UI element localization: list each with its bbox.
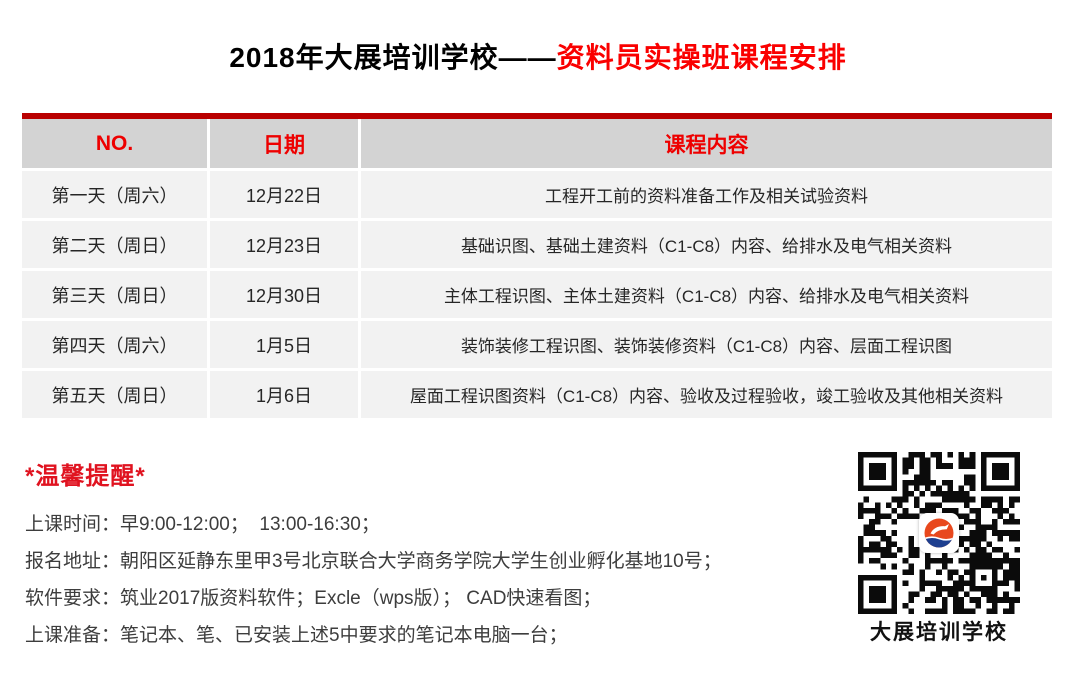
- qr-code: [858, 452, 1020, 614]
- reminder-heading: *温馨提醒*: [25, 463, 146, 490]
- schedule-table: NO. 日期 课程内容 第一天（周六） 12月22日 工程开工前的资料准备工作及…: [22, 113, 1052, 418]
- date-cell: 1月5日: [210, 321, 358, 368]
- date-cell: 12月23日: [210, 221, 358, 268]
- reminder-notes: 上课时间：早9:00-12:00； 13:00-16:30； 报名地址：朝阳区延…: [25, 506, 845, 654]
- table-row: 第三天（周日） 12月30日 主体工程识图、主体土建资料（C1-C8）内容、给排…: [22, 271, 1052, 318]
- day-cell: 第四天（周六）: [22, 321, 207, 368]
- school-logo-icon: [919, 513, 959, 553]
- day-cell: 第一天（周六）: [22, 171, 207, 218]
- table-header-row: NO. 日期 课程内容: [22, 119, 1052, 168]
- page-title: 2018年大展培训学校——资料员实操班课程安排: [0, 36, 1076, 76]
- table-row: 第二天（周日） 12月23日 基础识图、基础土建资料（C1-C8）内容、给排水及…: [22, 221, 1052, 268]
- note-preparation: 上课准备：笔记本、笔、已安装上述5中要求的笔记本电脑一台；: [25, 625, 568, 646]
- content-cell: 基础识图、基础土建资料（C1-C8）内容、给排水及电气相关资料: [361, 221, 1052, 268]
- table-row: 第四天（周六） 1月5日 装饰装修工程识图、装饰装修资料（C1-C8）内容、层面…: [22, 321, 1052, 368]
- date-cell: 1月6日: [210, 371, 358, 418]
- table-top-border: [22, 113, 1052, 119]
- content-cell: 装饰装修工程识图、装饰装修资料（C1-C8）内容、层面工程识图: [361, 321, 1052, 368]
- table-row: 第五天（周日） 1月6日 屋面工程识图资料（C1-C8）内容、验收及过程验收，竣…: [22, 371, 1052, 418]
- qr-caption: 大展培训学校: [870, 621, 1008, 644]
- column-header-content: 课程内容: [361, 119, 1052, 168]
- table-row: 第一天（周六） 12月22日 工程开工前的资料准备工作及相关试验资料: [22, 171, 1052, 218]
- note-class-time: 上课时间：早9:00-12:00； 13:00-16:30；: [25, 514, 380, 535]
- column-header-no: NO.: [22, 119, 207, 168]
- day-cell: 第二天（周日）: [22, 221, 207, 268]
- day-cell: 第五天（周日）: [22, 371, 207, 418]
- day-cell: 第三天（周日）: [22, 271, 207, 318]
- content-cell: 屋面工程识图资料（C1-C8）内容、验收及过程验收，竣工验收及其他相关资料: [361, 371, 1052, 418]
- date-cell: 12月22日: [210, 171, 358, 218]
- title-highlight: 资料员实操班课程安排: [556, 42, 847, 73]
- content-cell: 主体工程识图、主体土建资料（C1-C8）内容、给排水及电气相关资料: [361, 271, 1052, 318]
- note-address: 报名地址：朝阳区延静东里甲3号北京联合大学商务学院大学生创业孵化基地10号；: [25, 551, 722, 572]
- note-software: 软件要求：筑业2017版资料软件；Excle（wps版）； CAD快速看图；: [25, 588, 602, 609]
- column-header-date: 日期: [210, 119, 358, 168]
- date-cell: 12月30日: [210, 271, 358, 318]
- title-prefix: 2018年大展培训学校——: [229, 42, 557, 73]
- content-cell: 工程开工前的资料准备工作及相关试验资料: [361, 171, 1052, 218]
